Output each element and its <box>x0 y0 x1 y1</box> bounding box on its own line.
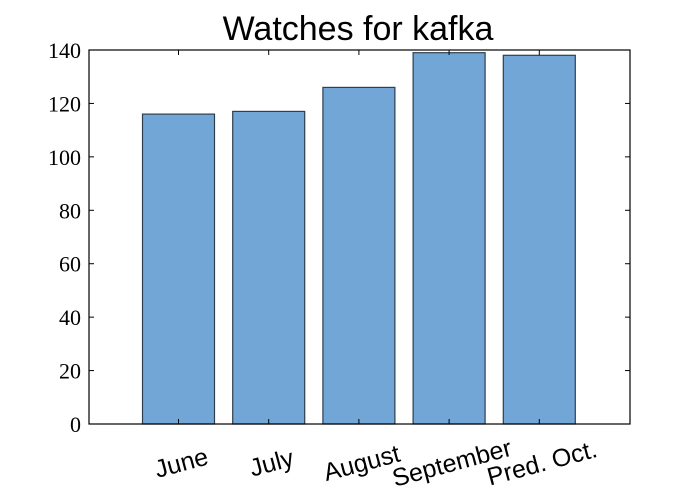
y-tick-label: 140 <box>48 38 81 63</box>
bar <box>502 54 576 425</box>
x-tick-label: August <box>321 440 403 487</box>
y-tick-label: 0 <box>70 412 81 437</box>
y-tick-label: 40 <box>59 305 81 330</box>
plot-frame <box>88 49 631 425</box>
y-tick-label: 20 <box>59 359 81 384</box>
bar <box>232 110 306 425</box>
bar <box>412 52 486 425</box>
bar <box>322 86 396 425</box>
x-tick-label: July <box>247 444 298 483</box>
y-tick-label: 120 <box>48 91 81 116</box>
y-tick-label: 100 <box>48 145 81 170</box>
x-tick-label: June <box>152 443 212 484</box>
y-axis: 0 20 40 60 80 100 120 140 <box>48 38 630 437</box>
y-tick-label: 80 <box>59 198 81 223</box>
y-tick-label: 60 <box>59 252 81 277</box>
bar <box>141 113 216 425</box>
chart-title: Watches for kafka <box>223 10 494 48</box>
bars-layer <box>141 52 576 425</box>
